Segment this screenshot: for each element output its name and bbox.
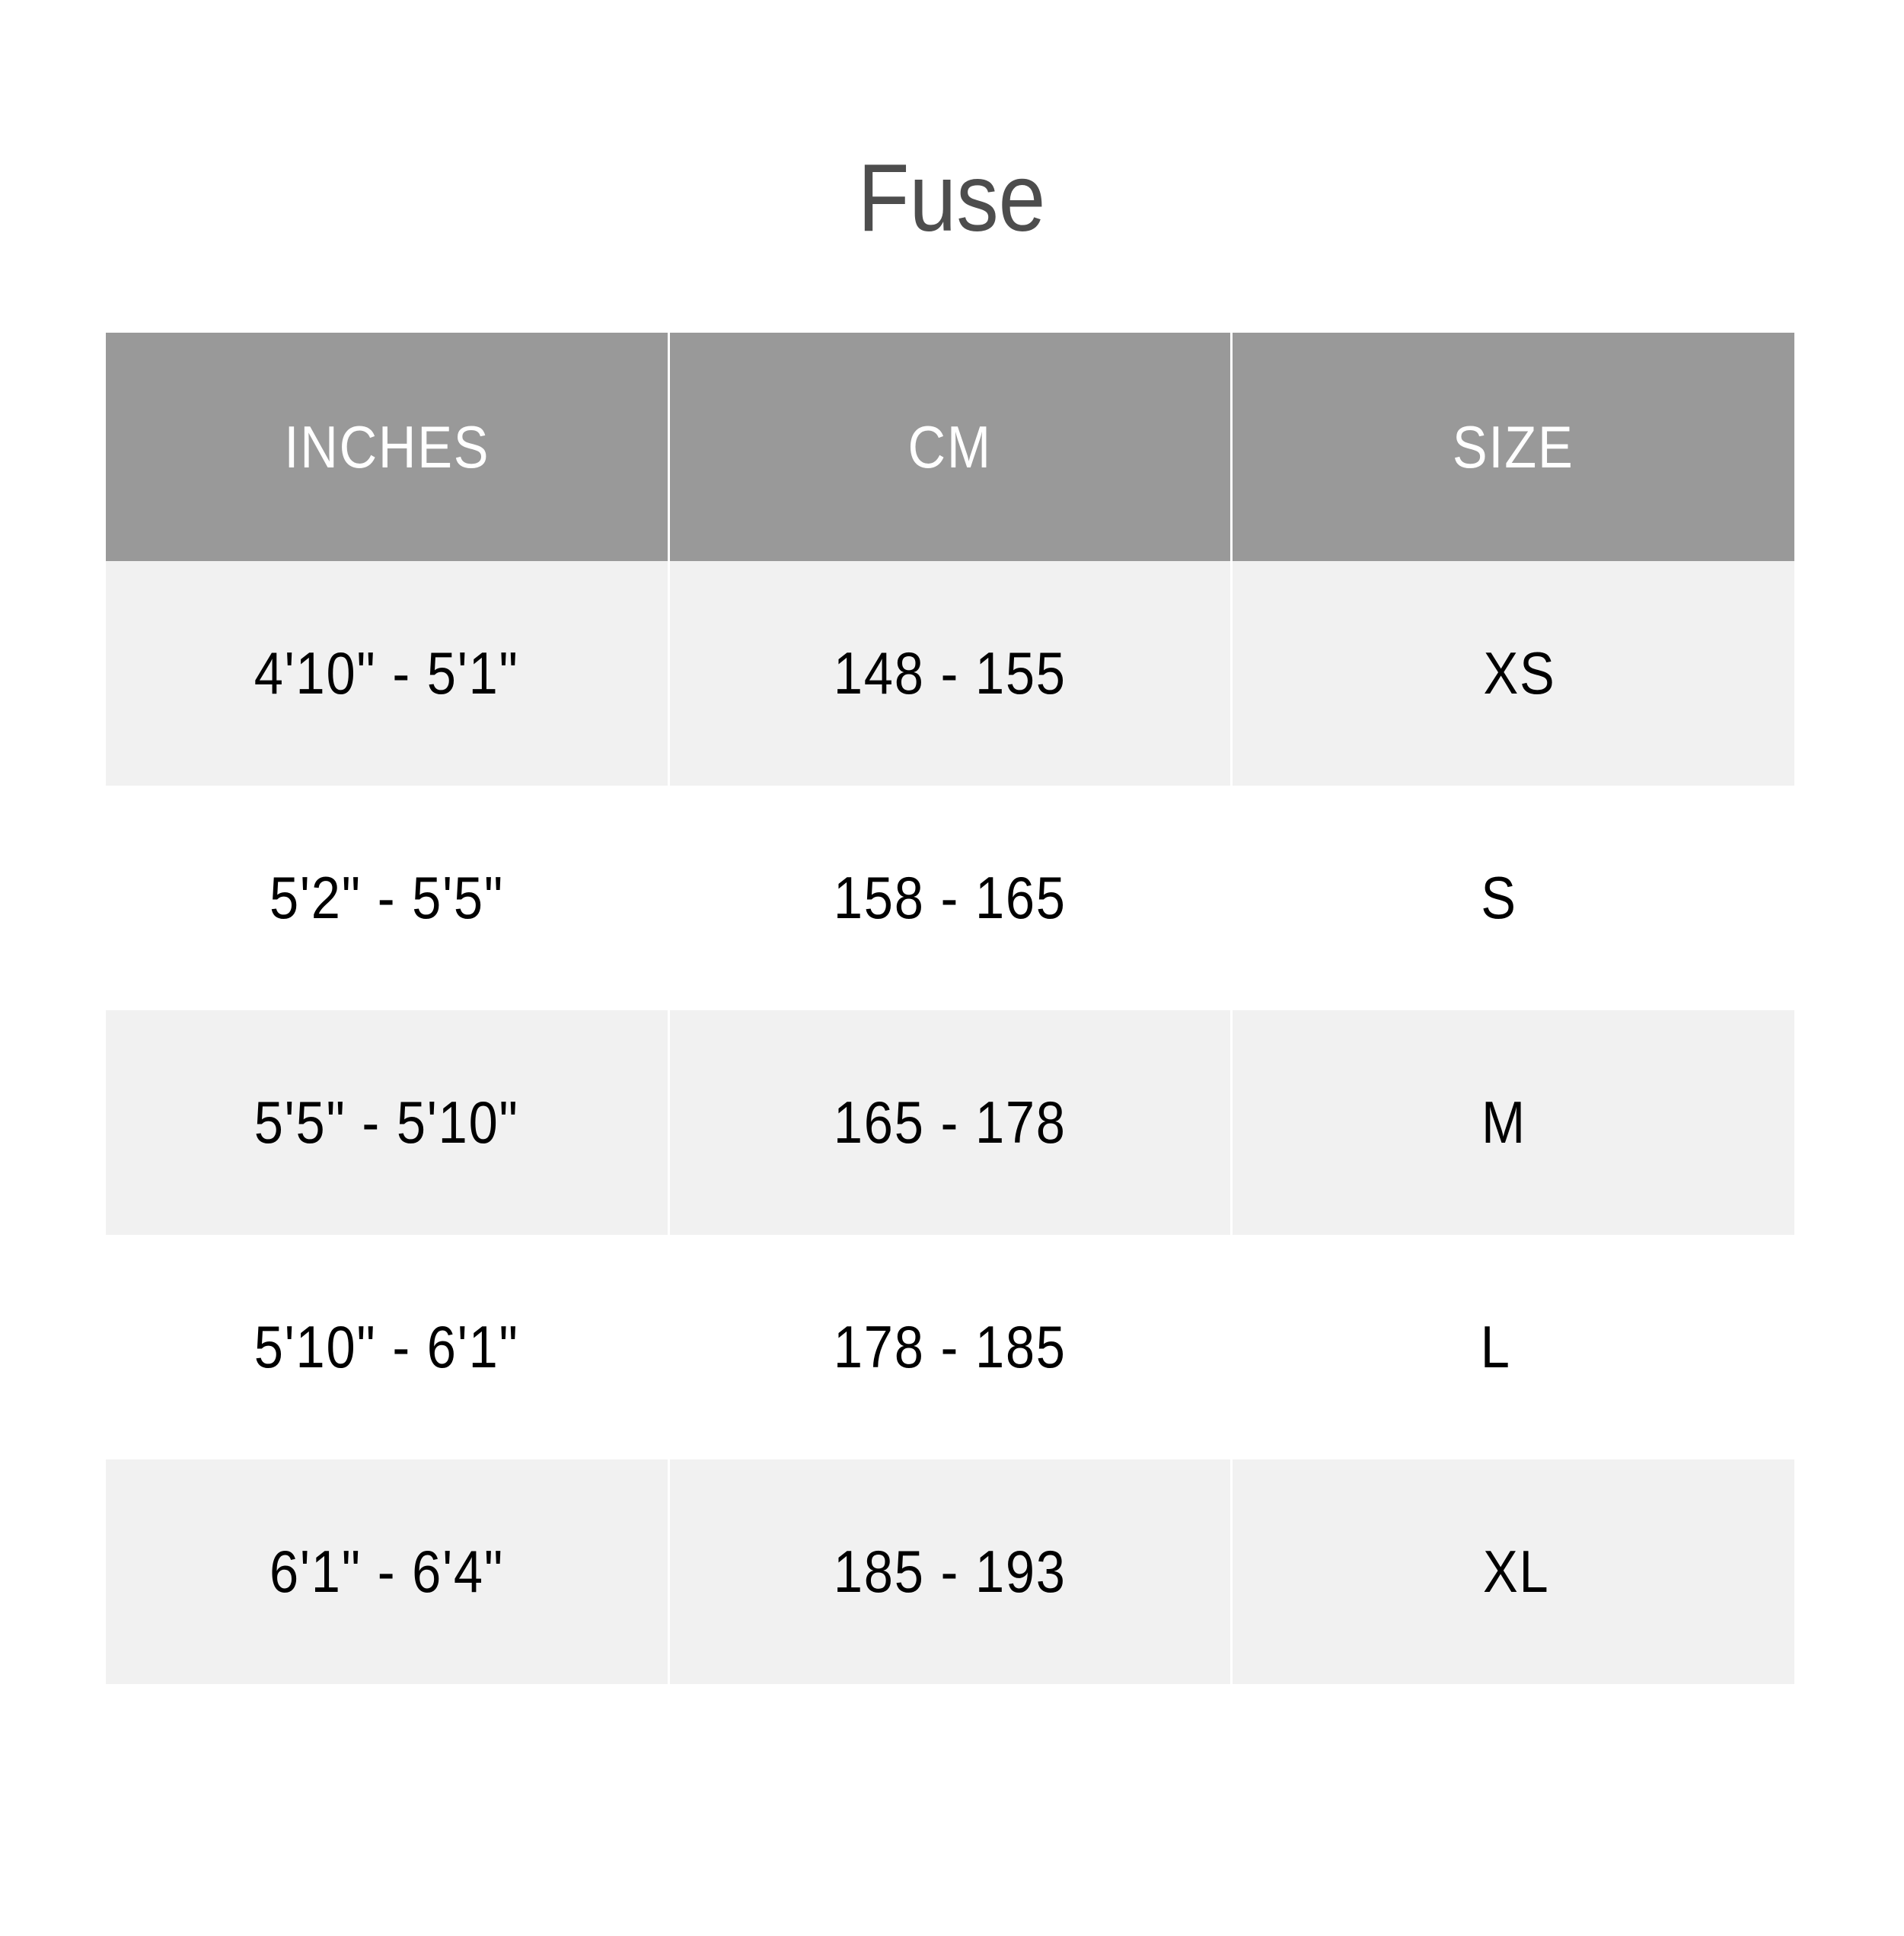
cell-inches-text: 6'1" - 6'4": [269, 1538, 504, 1605]
size-chart-table: INCHES CM SIZE 4'10" - 5'1" 148 - 155 XS…: [106, 333, 1794, 1684]
cell-cm-text: 178 - 185: [834, 1313, 1067, 1380]
cell-cm-text: 148 - 155: [834, 639, 1067, 706]
cell-size: M: [1230, 1010, 1794, 1235]
cell-size: XL: [1230, 1459, 1794, 1684]
cell-size: L: [1230, 1235, 1794, 1459]
cell-inches: 4'10" - 5'1": [106, 561, 669, 786]
table-row: 6'1" - 6'4" 185 - 193 XL: [106, 1459, 1794, 1684]
cell-size-text: XS: [1483, 639, 1556, 706]
table-header-row: INCHES CM SIZE: [106, 333, 1794, 561]
cell-cm-text: 158 - 165: [834, 864, 1067, 931]
cell-size-text: L: [1480, 1313, 1511, 1380]
cell-inches-text: 5'10" - 6'1": [254, 1313, 519, 1380]
table-row: 5'5" - 5'10" 165 - 178 M: [106, 1010, 1794, 1235]
table-row: 5'2" - 5'5" 158 - 165 S: [106, 786, 1794, 1010]
cell-size-text: S: [1481, 864, 1517, 931]
table-row: 4'10" - 5'1" 148 - 155 XS: [106, 561, 1794, 786]
cell-size-text: XL: [1483, 1538, 1550, 1605]
cell-inches-text: 5'2" - 5'5": [269, 864, 504, 931]
cell-cm: 165 - 178: [667, 1010, 1232, 1235]
cell-inches: 5'5" - 5'10": [106, 1010, 669, 1235]
cell-cm-text: 185 - 193: [834, 1538, 1067, 1605]
cell-inches: 5'2" - 5'5": [106, 786, 668, 1010]
header-inches-label: INCHES: [283, 413, 490, 480]
cell-inches-text: 5'5" - 5'10": [254, 1089, 519, 1156]
header-size: SIZE: [1230, 333, 1794, 561]
header-cm-label: CM: [907, 413, 993, 480]
cell-inches: 6'1" - 6'4": [106, 1459, 669, 1684]
cell-cm: 178 - 185: [667, 1235, 1232, 1459]
cell-size-text: M: [1481, 1089, 1527, 1156]
header-cm: CM: [667, 333, 1232, 561]
table-row: 5'10" - 6'1" 178 - 185 L: [106, 1235, 1794, 1459]
cell-inches: 5'10" - 6'1": [106, 1235, 668, 1459]
cell-cm: 158 - 165: [667, 786, 1232, 1010]
cell-size: XS: [1230, 561, 1794, 786]
cell-cm: 185 - 193: [667, 1459, 1232, 1684]
cell-size: S: [1230, 786, 1794, 1010]
cell-cm-text: 165 - 178: [834, 1089, 1067, 1156]
cell-inches-text: 4'10" - 5'1": [254, 639, 519, 706]
header-inches: INCHES: [106, 333, 669, 561]
header-size-label: SIZE: [1453, 413, 1574, 480]
page-title-text: Fuse: [858, 144, 1046, 251]
page-title: Fuse: [0, 137, 1904, 259]
cell-cm: 148 - 155: [667, 561, 1232, 786]
